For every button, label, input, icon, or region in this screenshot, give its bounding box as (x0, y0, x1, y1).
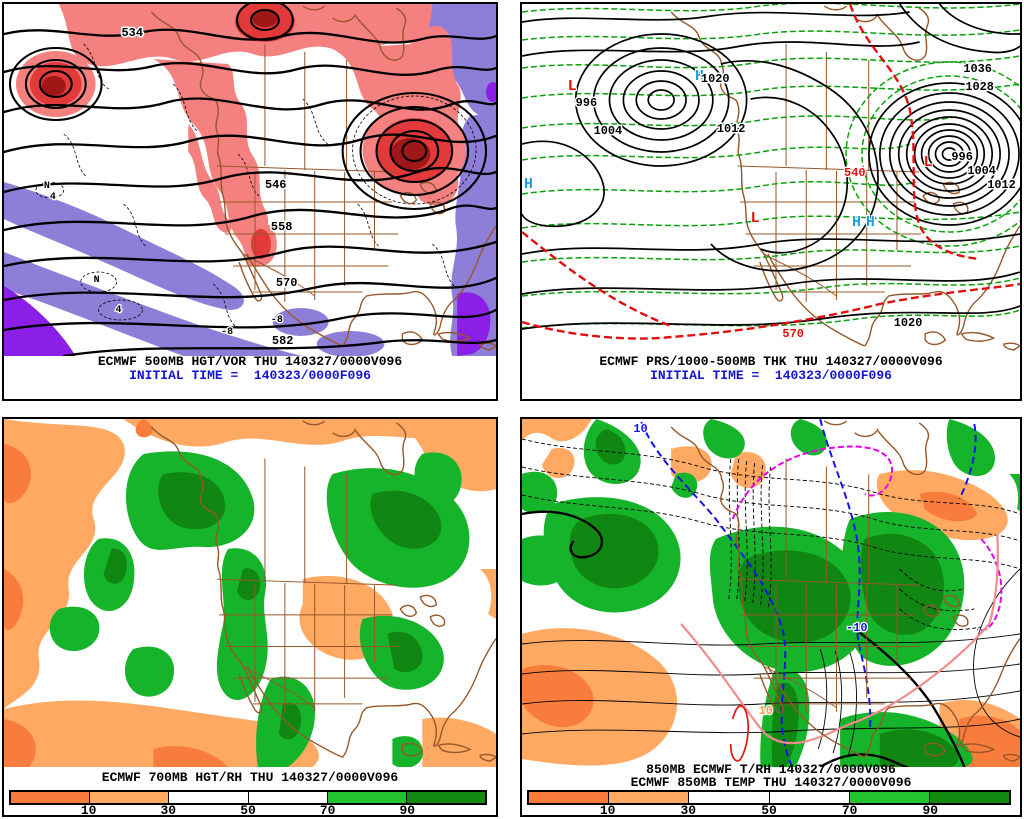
rh-colorbar (527, 790, 1011, 805)
colorbar-segment (406, 792, 486, 803)
thickness-label: 540 (844, 166, 865, 180)
panel-caption: 850MB ECMWF T/RH 140327/0000V096 (646, 762, 896, 777)
panel-850mb-temp-rh: 10 -10 10 850MB ECMWF T/RH 140327/0000V0… (520, 417, 1022, 817)
colorbar-segment (327, 792, 407, 803)
pressure-label: 1012 (717, 122, 746, 136)
rh-colorbar-ticks: 10 30 50 70 90 (527, 803, 1011, 817)
map-500mb-hgt-vor: 534 546 558 570 582 -8 -8 N 4 N 4 (4, 4, 496, 356)
low-symbol: L (924, 155, 933, 171)
colorbar-segment (609, 792, 690, 803)
vort-label: 4 (116, 304, 122, 315)
panel-caption: ECMWF 850MB TEMP THU 140327/0000V096 (630, 775, 912, 790)
temp-label: -10 (846, 621, 867, 635)
panel-prs-thickness: L L L H H H H 996 1004 1012 1020 1020 10… (520, 2, 1022, 401)
colorbar-tick: 70 (319, 803, 336, 817)
vort-label: -8 (271, 314, 283, 325)
panel-caption: ECMWF PRS/1000-500MB THK THU 140327/0000… (599, 354, 943, 369)
vort-label: N (44, 180, 50, 191)
high-symbol: H (524, 177, 533, 193)
colorbar-tick: 10 (80, 803, 97, 817)
pressure-label: 1020 (701, 72, 730, 86)
low-symbol: L (751, 211, 760, 227)
colorbar-tick: 70 (841, 803, 858, 817)
vort-label: -8 (221, 326, 233, 337)
pressure-label: 1036 (963, 62, 992, 76)
colorbar-tick: 50 (240, 803, 256, 817)
panel-initial-time: INITIAL TIME = 140323/0000F096 (129, 368, 371, 383)
vort-label: N (94, 274, 100, 285)
high-symbol: H (695, 69, 704, 85)
height-label: 546 (265, 178, 287, 192)
map-prs-thickness: L L L H H H H 996 1004 1012 1020 1020 10… (522, 4, 1020, 351)
pressure-label: 996 (951, 150, 972, 164)
height-label: 570 (276, 276, 298, 290)
colorbar-segment (90, 792, 170, 803)
colorbar-segment (169, 792, 249, 803)
colorbar-segment (929, 792, 1010, 803)
map-850mb-temp-rh: 10 -10 10 (522, 419, 1020, 767)
pressure-label: 1020 (894, 316, 923, 330)
high-symbol: H (866, 215, 875, 231)
colorbar-segment (849, 792, 930, 803)
high-symbol: H (852, 215, 861, 231)
colorbar-tick: 90 (399, 803, 416, 817)
colorbar-tick: 10 (599, 803, 616, 817)
rh-colorbar-ticks: 10 30 50 70 90 (9, 803, 487, 817)
height-label: 582 (272, 334, 294, 348)
panel-500mb-hgt-vor: 534 546 558 570 582 -8 -8 N 4 N 4 ECMWF … (2, 2, 498, 401)
panel-initial-time: INITIAL TIME = 140323/0000F096 (650, 368, 892, 383)
pressure-label: 1012 (987, 178, 1016, 192)
pressure-label: 1028 (965, 80, 994, 94)
rh-colorbar (9, 790, 487, 805)
low-symbol: L (568, 79, 577, 95)
panel-700mb-rh: ECMWF 700MB HGT/RH THU 140327/0000V096 1… (2, 417, 498, 817)
panel-caption: ECMWF 700MB HGT/RH THU 140327/0000V096 (101, 770, 399, 785)
pressure-label: 996 (576, 96, 597, 110)
colorbar-tick: 50 (761, 803, 777, 817)
colorbar-segment (11, 792, 91, 803)
pressure-label: 1004 (967, 164, 996, 178)
map-700mb-rh (4, 419, 496, 767)
height-label: 558 (271, 220, 293, 234)
vort-label: 4 (50, 191, 56, 202)
colorbar-tick: 90 (922, 803, 939, 817)
colorbar-segment (529, 792, 610, 803)
colorbar-segment (248, 792, 328, 803)
temp-label: 10 (759, 704, 773, 718)
pressure-label: 1004 (594, 124, 623, 138)
panel-caption: ECMWF 500MB HGT/VOR THU 140327/0000V096 (97, 354, 403, 369)
colorbar-segment (689, 792, 770, 803)
colorbar-tick: 30 (680, 803, 697, 817)
thickness-label: 570 (782, 327, 803, 341)
height-label: 534 (122, 26, 144, 40)
temp-label: 10 (633, 422, 647, 436)
colorbar-tick: 30 (160, 803, 177, 817)
colorbar-segment (769, 792, 850, 803)
